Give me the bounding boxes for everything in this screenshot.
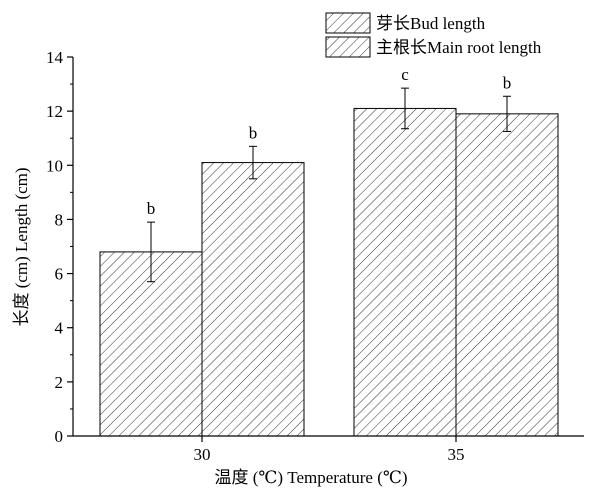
bar	[455, 113, 559, 437]
x-tick-label: 35	[448, 445, 465, 464]
y-tick-label: 6	[55, 265, 64, 284]
significance-label: b	[147, 199, 156, 218]
bars-layer	[99, 107, 559, 437]
legend-label-main-root-length: 主根长Main root length	[376, 38, 542, 57]
y-tick-label: 4	[55, 319, 64, 338]
y-axis-title: 长度 (cm) Length (cm)	[12, 167, 31, 326]
y-tick-label: 10	[46, 156, 63, 175]
x-axis-title: 温度 (℃) Temperature (℃)	[214, 468, 407, 487]
legend-label-bud-length: 芽长Bud length	[376, 14, 486, 33]
error-bars-layer	[147, 87, 511, 283]
y-tick-label: 12	[46, 102, 63, 121]
legend-swatch-main-root-length	[325, 36, 371, 58]
significance-label: c	[401, 65, 409, 84]
legend: 芽长Bud length 主根长Main root length	[325, 12, 542, 58]
significance-label: b	[503, 73, 512, 92]
x-tick-label: 30	[194, 445, 211, 464]
bar	[201, 162, 305, 437]
y-tick-label: 8	[55, 210, 64, 229]
significance-labels-layer: b b c b	[147, 65, 512, 218]
y-ticks-layer: 0 2 4 6 8 10 12 14	[46, 48, 73, 446]
x-ticks-layer: 30 35	[194, 436, 465, 464]
significance-label: b	[249, 123, 258, 142]
bar	[99, 251, 203, 437]
bar	[353, 107, 457, 437]
y-tick-label: 14	[46, 48, 64, 67]
y-tick-label: 0	[55, 427, 64, 446]
legend-swatch-bud-length	[325, 12, 371, 34]
y-tick-label: 2	[55, 373, 64, 392]
